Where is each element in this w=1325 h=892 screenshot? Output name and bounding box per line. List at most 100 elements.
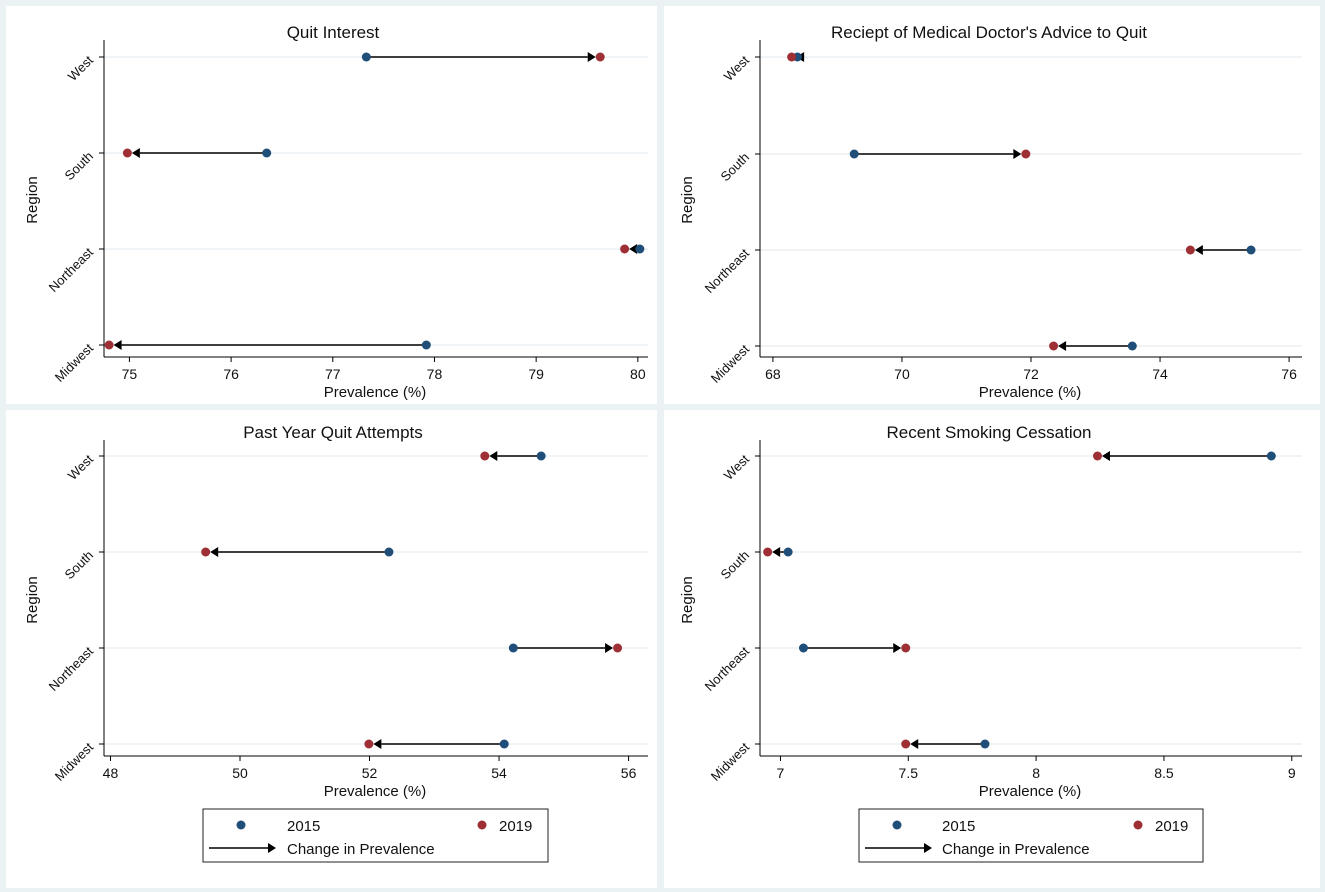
point-2019 bbox=[1049, 341, 1059, 351]
x-axis-label: Prevalence (%) bbox=[979, 783, 1082, 800]
point-2015 bbox=[421, 340, 431, 350]
change-arrow-head bbox=[1194, 245, 1203, 255]
legend-arrow-icon bbox=[924, 843, 932, 853]
x-tick-label: 78 bbox=[427, 366, 443, 382]
x-tick-label: 56 bbox=[621, 765, 637, 781]
change-arrow-head bbox=[587, 52, 596, 62]
x-tick-label: 68 bbox=[765, 366, 781, 382]
change-arrow-head bbox=[1101, 451, 1110, 461]
point-2019 bbox=[1185, 245, 1195, 255]
legend-change-label: Change in Prevalence bbox=[942, 841, 1090, 858]
point-2015 bbox=[849, 149, 859, 159]
point-2019 bbox=[201, 547, 211, 557]
y-axis-label: Region bbox=[24, 576, 41, 624]
change-arrow-head bbox=[1013, 149, 1022, 159]
point-2015 bbox=[536, 451, 546, 461]
x-tick-label: 54 bbox=[491, 765, 507, 781]
x-tick-label: 79 bbox=[528, 366, 544, 382]
point-2019 bbox=[901, 643, 911, 653]
y-axis-label: Region bbox=[24, 176, 41, 224]
legend-2019-label: 2019 bbox=[1155, 818, 1188, 835]
point-2019 bbox=[901, 739, 911, 749]
y-axis-label: Region bbox=[679, 576, 696, 624]
point-2019 bbox=[787, 52, 797, 62]
x-axis-label: Prevalence (%) bbox=[324, 783, 427, 800]
point-2019 bbox=[620, 244, 630, 254]
y-axis-label: Region bbox=[679, 176, 696, 224]
legend-2019-marker bbox=[1133, 820, 1143, 830]
legend-2015-label: 2015 bbox=[942, 818, 975, 835]
point-2019 bbox=[480, 451, 490, 461]
x-tick-label: 77 bbox=[325, 366, 341, 382]
x-tick-label: 72 bbox=[1023, 366, 1039, 382]
x-tick-label: 8.5 bbox=[1154, 765, 1174, 781]
point-2015 bbox=[499, 739, 509, 749]
point-2015 bbox=[635, 244, 645, 254]
point-2015 bbox=[1266, 451, 1276, 461]
panel-3-background bbox=[6, 410, 657, 888]
chart-doctor-advice: Reciept of Medical Doctor's Advice to Qu… bbox=[679, 23, 1302, 401]
chart-title: Reciept of Medical Doctor's Advice to Qu… bbox=[831, 23, 1147, 42]
x-tick-label: 9 bbox=[1288, 765, 1296, 781]
x-tick-label: 74 bbox=[1152, 366, 1168, 382]
point-2015 bbox=[262, 148, 272, 158]
chart-title: Quit Interest bbox=[287, 23, 380, 42]
legend-2015-label: 2015 bbox=[287, 818, 320, 835]
point-2015 bbox=[798, 643, 808, 653]
legend-change-label: Change in Prevalence bbox=[287, 841, 435, 858]
x-tick-label: 8 bbox=[1032, 765, 1040, 781]
legend-2015-marker bbox=[892, 820, 902, 830]
x-tick-label: 75 bbox=[122, 366, 138, 382]
change-arrow-head bbox=[605, 643, 614, 653]
change-arrow-head bbox=[489, 451, 498, 461]
point-2015 bbox=[783, 547, 793, 557]
legend-2019-marker bbox=[477, 820, 487, 830]
legend-2019-label: 2019 bbox=[499, 818, 532, 835]
point-2015 bbox=[508, 643, 518, 653]
change-arrow-head bbox=[910, 739, 919, 749]
change-arrow-head bbox=[772, 547, 781, 557]
change-arrow-head bbox=[1058, 341, 1067, 351]
panel-1-background bbox=[6, 6, 657, 404]
x-tick-label: 70 bbox=[894, 366, 910, 382]
point-2019 bbox=[1092, 451, 1102, 461]
point-2019 bbox=[104, 340, 114, 350]
legend-box bbox=[858, 808, 1204, 863]
x-tick-label: 48 bbox=[103, 765, 119, 781]
x-tick-label: 52 bbox=[362, 765, 378, 781]
change-arrow-head bbox=[210, 547, 219, 557]
legend-arrow-icon bbox=[268, 843, 276, 853]
point-2015 bbox=[1127, 341, 1137, 351]
x-axis-label: Prevalence (%) bbox=[979, 384, 1082, 401]
chart-title: Past Year Quit Attempts bbox=[243, 423, 423, 442]
legend-2015-marker bbox=[236, 820, 246, 830]
point-2019 bbox=[763, 547, 773, 557]
legend-left: 2015 2019 Change in Prevalence bbox=[202, 808, 549, 863]
panel-4-background bbox=[664, 410, 1320, 888]
change-arrow-head bbox=[113, 340, 122, 350]
change-arrow-head bbox=[373, 739, 382, 749]
change-arrow-head bbox=[629, 244, 638, 254]
x-tick-label: 7.5 bbox=[899, 765, 919, 781]
point-2015 bbox=[384, 547, 394, 557]
legend-box bbox=[202, 808, 549, 863]
point-2015 bbox=[361, 52, 371, 62]
panel-2-background bbox=[664, 6, 1320, 404]
point-2015 bbox=[1246, 245, 1256, 255]
x-axis-label: Prevalence (%) bbox=[324, 384, 427, 401]
point-2019 bbox=[613, 643, 623, 653]
point-2015 bbox=[980, 739, 990, 749]
change-arrow-head bbox=[131, 148, 140, 158]
x-tick-label: 76 bbox=[1281, 366, 1297, 382]
chart-title: Recent Smoking Cessation bbox=[886, 423, 1091, 442]
legend-right: 2015 2019 Change in Prevalence bbox=[858, 808, 1204, 863]
point-2019 bbox=[595, 52, 605, 62]
point-2019 bbox=[1021, 149, 1031, 159]
change-arrow-head bbox=[893, 643, 902, 653]
point-2019 bbox=[364, 739, 374, 749]
x-tick-label: 50 bbox=[232, 765, 248, 781]
x-tick-label: 7 bbox=[777, 765, 785, 781]
point-2019 bbox=[122, 148, 132, 158]
x-tick-label: 80 bbox=[630, 366, 646, 382]
